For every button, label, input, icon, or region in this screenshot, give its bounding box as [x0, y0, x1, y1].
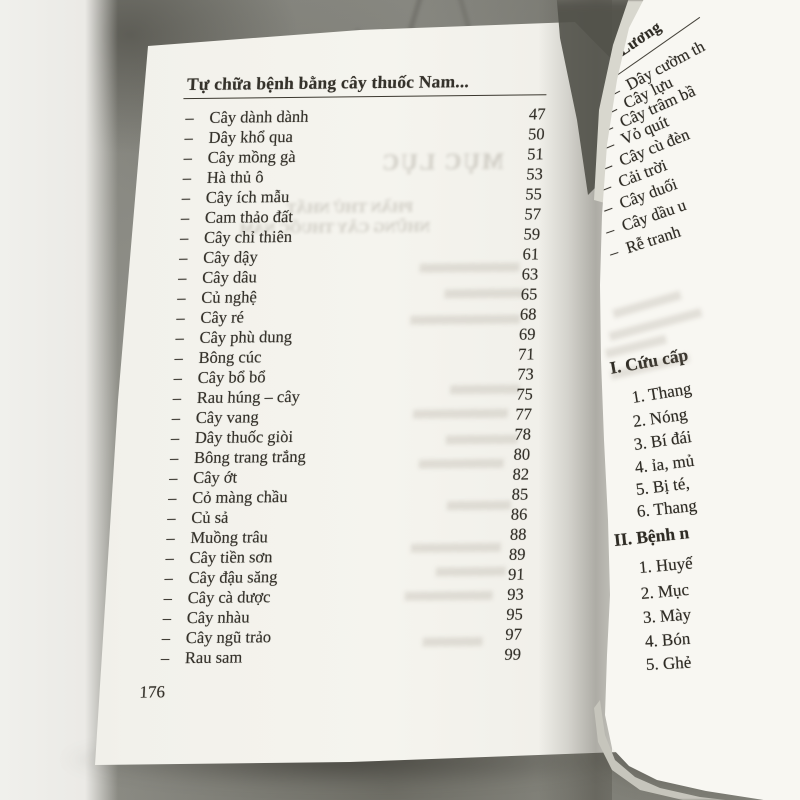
toc-entry-bullet: –	[163, 588, 173, 608]
toc-entry-page: 78	[514, 424, 532, 444]
toc-entry-page: 73	[516, 364, 535, 384]
toc-entry-bullet: –	[182, 168, 192, 188]
section-item: 3. Bí đái	[632, 427, 693, 454]
toc-entry-bullet: –	[183, 147, 193, 168]
toc-entry-page: 63	[521, 264, 539, 284]
toc-entry-label: Cây cà dược	[187, 587, 271, 608]
toc-entry-label: Cây mồng gà	[207, 146, 297, 167]
toc-entry-bullet: –	[167, 488, 177, 508]
toc-entry-label: Cây bổ bổ	[197, 367, 267, 387]
header-rule	[183, 94, 547, 100]
toc-entry-page: 82	[512, 464, 530, 484]
toc-entry-page: 91	[507, 564, 526, 584]
toc-entry-page: 69	[518, 324, 536, 344]
toc-entry-bullet: –	[602, 219, 617, 241]
toc-entry-label: Rau sam	[184, 647, 243, 668]
toc-entry-page: 95	[505, 604, 524, 624]
section-item: 1. Thang	[630, 378, 693, 407]
toc-entry-bullet: –	[180, 208, 190, 228]
ghost-bleed-stripe	[612, 290, 682, 319]
toc-entry-bullet: –	[179, 228, 189, 248]
toc-entry-page: 68	[519, 304, 537, 324]
toc-entry-label: Cây tiền sơn	[189, 547, 273, 568]
toc-entry-label: Cây vang	[195, 407, 260, 427]
toc-entry-bullet: –	[172, 388, 182, 408]
toc-entry-bullet: –	[181, 188, 191, 208]
toc-entry-bullet: –	[184, 127, 194, 148]
toc-entry-label: Cây ớt	[192, 467, 238, 488]
section-item: 2. Mục	[640, 579, 690, 603]
toc-entry-bullet: –	[176, 308, 186, 328]
toc-entry-page: 93	[506, 584, 525, 604]
toc-entry-page: 61	[522, 244, 540, 264]
toc-entry-bullet: –	[176, 288, 187, 308]
toc-entry-page: 88	[509, 524, 527, 544]
toc-entry-bullet: –	[166, 528, 176, 548]
section-item: 5. Bị té,	[634, 473, 691, 499]
toc-entry-page: 77	[514, 404, 533, 424]
toc-entry: – Rau sam 99	[161, 645, 522, 669]
toc-entry-bullet: –	[173, 368, 183, 388]
section-item: 6. Thang	[635, 495, 698, 521]
toc-entry-label: Cam thảo đất	[204, 206, 294, 227]
toc-entry-page: 86	[510, 504, 528, 524]
toc-entry-page: 65	[520, 284, 538, 304]
toc-entry-label: Cây chỉ thiên	[203, 226, 293, 247]
toc-entry-page: 71	[517, 344, 536, 364]
toc-entry-label: Dây thuốc giòi	[194, 426, 294, 447]
toc-entry-label: Cây ngũ trảo	[185, 627, 272, 648]
toc-entry-label: Cây đậu săng	[188, 567, 278, 588]
toc-entry-bullet: –	[168, 468, 178, 488]
toc-entry-page: 99	[504, 644, 522, 664]
section-item: 4. Bón	[644, 628, 691, 651]
section-item: 5. Ghẻ	[645, 652, 692, 674]
toc-entry-page: 89	[508, 544, 526, 564]
toc-entry-bullet: –	[606, 241, 621, 263]
toc-entry-page: 85	[511, 484, 529, 504]
toc-entry-page: 97	[504, 624, 523, 644]
section-item: 1. Huyế	[638, 553, 694, 577]
toc-entry-label: Cây ích mẫu	[205, 186, 290, 207]
toc-entry-bullet: –	[171, 408, 181, 428]
section-item: 3. Mày	[642, 604, 692, 627]
toc-entry-bullet: –	[175, 328, 185, 348]
toc-entry-bullet: –	[185, 107, 195, 128]
toc-entry-label: Dây khổ qua	[208, 126, 294, 147]
toc-entry-label: Bông trang trắng	[193, 446, 307, 467]
toc-entry-label: Cây dậy	[202, 247, 259, 267]
toc-entry-bullet: –	[164, 568, 174, 588]
floor-light-strip	[0, 0, 118, 800]
toc-entry-page: 80	[513, 444, 531, 464]
toc-entry-label: Cây dành dành	[209, 106, 309, 127]
toc-entry-label: Muồng trâu	[190, 527, 269, 548]
section-title: II. Bệnh n	[612, 522, 690, 550]
toc-entry-bullet: –	[160, 648, 170, 668]
toc-entry-label: Cây phù dung	[199, 326, 293, 347]
toc-entry-bullet: –	[162, 608, 172, 628]
toc-entry-bullet: –	[178, 248, 188, 268]
toc-entry-bullet: –	[174, 348, 184, 368]
toc-entry-page: 75	[515, 384, 534, 404]
toc-entry-label: Củ nghệ	[200, 287, 258, 307]
toc-entry-bullet: –	[161, 628, 171, 648]
toc-entry-bullet: –	[169, 448, 179, 468]
running-header: Tự chữa bệnh bằng cây thuốc Nam...	[186, 71, 470, 95]
toc-entry-label: Rau húng – cây	[196, 386, 301, 407]
toc-entry-bullet: –	[177, 268, 187, 288]
toc-entry-bullet: –	[166, 508, 177, 528]
toc-entry-label: Cây dâu	[201, 267, 258, 287]
toc-entry-bullet: –	[170, 428, 180, 448]
toc-entry-label: Củ sả	[190, 507, 229, 528]
page-number: 176	[139, 682, 166, 702]
toc-entry-label: Bông cúc	[198, 347, 262, 367]
toc-entry-label: Cây ré	[200, 307, 245, 327]
toc-entry-label: Hà thủ ô	[206, 167, 265, 187]
toc-entry-label: Cỏ màng chầu	[191, 487, 289, 508]
toc-entry-bullet: –	[165, 548, 175, 568]
toc-entry-label: Cây nhàu	[186, 607, 251, 628]
